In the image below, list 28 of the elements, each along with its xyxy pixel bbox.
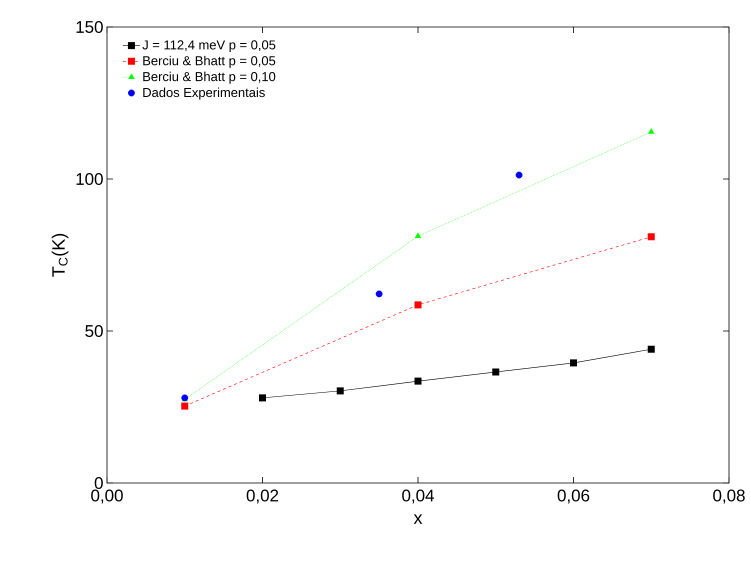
point	[516, 172, 522, 178]
y-axis-title: T$_{C}$(K)	[52, 234, 68, 277]
x-tick-label: 0,00	[91, 490, 123, 504]
point	[570, 359, 578, 366]
point	[648, 346, 655, 353]
x-tick-label: 0,02	[246, 490, 278, 504]
y-tick-label: 150	[76, 21, 103, 33]
legend-label: J = 112,4 meV p = 0,05	[142, 40, 276, 52]
legend-label: Berciu & Bhatt p = 0,05	[143, 56, 276, 68]
point	[648, 233, 655, 240]
point	[376, 290, 383, 298]
x-axis-title: x	[414, 514, 422, 524]
point	[336, 387, 344, 394]
point	[414, 378, 422, 385]
legend-label: Berciu & Bhatt p = 0,10	[143, 72, 276, 84]
x-tick-label: 0,08	[713, 490, 745, 504]
x-tick-label: 0,06	[558, 490, 590, 504]
y-tick-label: 100	[76, 173, 103, 185]
point	[492, 368, 500, 376]
legend-label: Dados Experimentais	[143, 88, 265, 100]
point	[414, 301, 422, 308]
point	[414, 232, 422, 238]
x-tick-label: 0,04	[402, 490, 434, 504]
point	[259, 394, 266, 402]
point	[648, 128, 654, 134]
point	[181, 402, 188, 410]
y-tick-label: 0	[94, 477, 103, 489]
y-tick-label: 50	[85, 325, 103, 337]
